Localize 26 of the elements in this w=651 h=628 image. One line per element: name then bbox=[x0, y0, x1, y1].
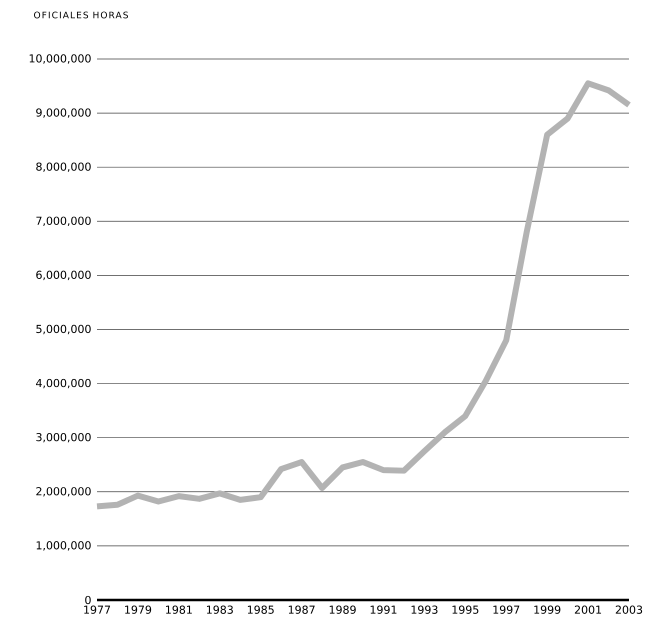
x-tick-label: 1977 bbox=[84, 606, 110, 614]
x-tick-label: 1987 bbox=[288, 606, 315, 614]
x-tick-label: 1997 bbox=[493, 606, 520, 614]
x-tick-label: 1985 bbox=[248, 606, 274, 614]
y-tick-label: 6,000,000 bbox=[36, 270, 91, 280]
x-tick-label: 1995 bbox=[452, 606, 478, 614]
y-tick-label: 4,000,000 bbox=[36, 378, 91, 388]
x-tick-label: 1999 bbox=[534, 606, 560, 614]
y-tick-label: 1,000,000 bbox=[36, 541, 91, 551]
x-tick-label: 1983 bbox=[206, 606, 233, 614]
y-tick-label: 5,000,000 bbox=[36, 324, 91, 334]
y-tick-label: 9,000,000 bbox=[36, 108, 91, 118]
y-tick-label: 7,000,000 bbox=[36, 216, 91, 226]
x-tick-label: 2001 bbox=[574, 606, 602, 614]
x-tick-label: 1981 bbox=[166, 606, 192, 614]
x-tick-label: 1979 bbox=[125, 606, 152, 614]
x-tick-label: 1993 bbox=[412, 606, 438, 614]
y-axis-title: OFICIALES HORAS bbox=[34, 12, 128, 18]
x-tick-label: 1991 bbox=[370, 606, 396, 614]
x-tick-label: 1989 bbox=[330, 606, 356, 614]
y-tick-label: 8,000,000 bbox=[36, 162, 91, 172]
y-tick-label: 10,000,000 bbox=[30, 54, 91, 64]
y-tick-label: 2,000,000 bbox=[36, 487, 91, 496]
y-tick-label: 3,000,000 bbox=[36, 432, 91, 442]
x-tick-label: 2003 bbox=[616, 606, 642, 614]
y-tick-label: 0 bbox=[85, 596, 91, 604]
